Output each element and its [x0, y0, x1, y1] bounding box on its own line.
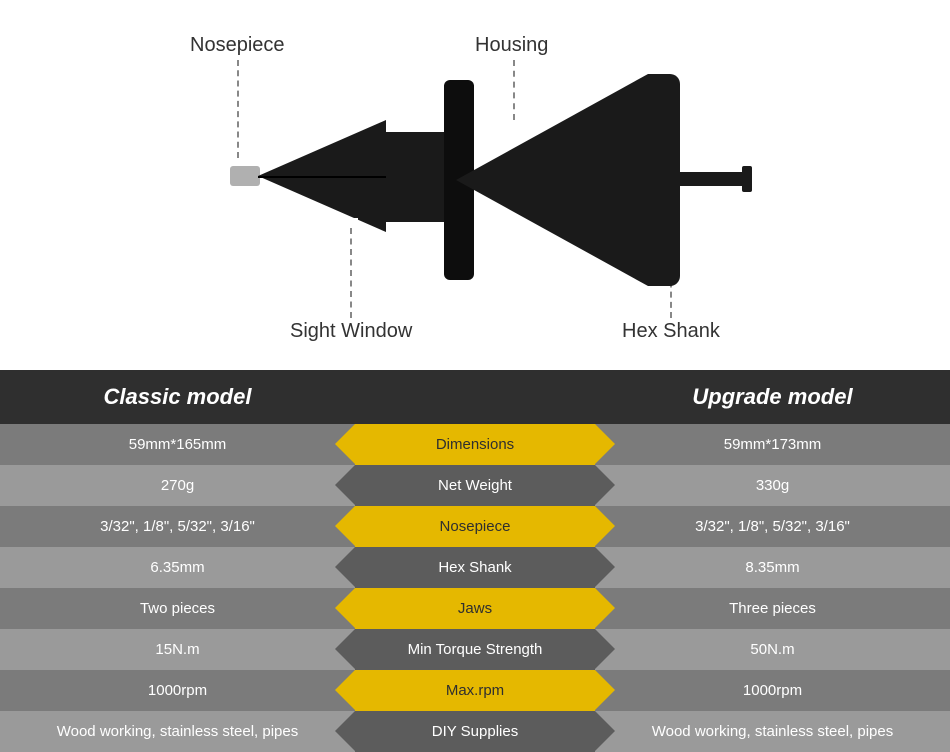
- cell-attribute-label: Nosepiece: [440, 518, 511, 535]
- cell-upgrade: 50N.m: [595, 629, 950, 670]
- tool-shank-icon: [680, 172, 742, 186]
- callout-nosepiece: [237, 60, 239, 158]
- table-row: Wood working, stainless steel, pipes DIY …: [0, 711, 950, 752]
- cell-upgrade: 3/32", 1/8", 5/32", 3/16": [595, 506, 950, 547]
- table-row: 59mm*165mm Dimensions 59mm*173mm: [0, 424, 950, 465]
- cell-classic: 3/32", 1/8", 5/32", 3/16": [0, 506, 355, 547]
- label-sight-window: Sight Window: [290, 320, 412, 343]
- cell-attribute-label: Hex Shank: [438, 559, 511, 576]
- tool-shank-tip-icon: [742, 166, 752, 192]
- table-row: 3/32", 1/8", 5/32", 3/16" Nosepiece 3/32",…: [0, 506, 950, 547]
- table-row: 6.35mm Hex Shank 8.35mm: [0, 547, 950, 588]
- cell-classic: 1000rpm: [0, 670, 355, 711]
- cell-classic: 59mm*165mm: [0, 424, 355, 465]
- table-header-row: Classic model Upgrade model: [0, 370, 950, 424]
- table-row: 1000rpm Max.rpm 1000rpm: [0, 670, 950, 711]
- cell-classic: Wood working, stainless steel, pipes: [0, 711, 355, 752]
- header-classic: Classic model: [0, 384, 355, 410]
- cell-attribute: DIY Supplies: [355, 711, 595, 752]
- tool-tip-icon: [230, 166, 260, 186]
- label-housing: Housing: [475, 34, 548, 57]
- cell-attribute-label: Dimensions: [436, 436, 514, 453]
- table-row: 270g Net Weight 330g: [0, 465, 950, 506]
- tool-sight-icon: [344, 218, 358, 228]
- cell-upgrade: 59mm*173mm: [595, 424, 950, 465]
- product-diagram: Nosepiece Housing Sight Window Hex Shank: [0, 0, 950, 370]
- cell-upgrade: Wood working, stainless steel, pipes: [595, 711, 950, 752]
- tool-housing-icon: [456, 74, 648, 286]
- cell-attribute-label: Net Weight: [438, 477, 512, 494]
- cell-attribute: Min Torque Strength: [355, 629, 595, 670]
- cell-attribute: Net Weight: [355, 465, 595, 506]
- cell-attribute-label: Min Torque Strength: [408, 641, 543, 658]
- tool-housing-cap-icon: [648, 74, 680, 286]
- cell-attribute-label: DIY Supplies: [432, 723, 518, 740]
- cell-upgrade: Three pieces: [595, 588, 950, 629]
- cell-attribute-label: Jaws: [458, 600, 492, 617]
- label-hex-shank: Hex Shank: [622, 320, 720, 343]
- comparison-table: Classic model Upgrade model 59mm*165mm Di…: [0, 370, 950, 752]
- cell-attribute-label: Max.rpm: [446, 682, 504, 699]
- cell-upgrade: 1000rpm: [595, 670, 950, 711]
- cell-classic: 270g: [0, 465, 355, 506]
- cell-attribute: Hex Shank: [355, 547, 595, 588]
- cell-attribute: Jaws: [355, 588, 595, 629]
- cell-attribute: Nosepiece: [355, 506, 595, 547]
- label-nosepiece: Nosepiece: [190, 34, 285, 57]
- cell-attribute: Max.rpm: [355, 670, 595, 711]
- cell-classic: 6.35mm: [0, 547, 355, 588]
- table-row: 15N.m Min Torque Strength 50N.m: [0, 629, 950, 670]
- cell-classic: 15N.m: [0, 629, 355, 670]
- table-row: Two pieces Jaws Three pieces: [0, 588, 950, 629]
- cell-upgrade: 330g: [595, 465, 950, 506]
- callout-sight-window: [350, 228, 352, 318]
- header-upgrade: Upgrade model: [595, 384, 950, 410]
- cell-upgrade: 8.35mm: [595, 547, 950, 588]
- cell-attribute: Dimensions: [355, 424, 595, 465]
- cell-classic: Two pieces: [0, 588, 355, 629]
